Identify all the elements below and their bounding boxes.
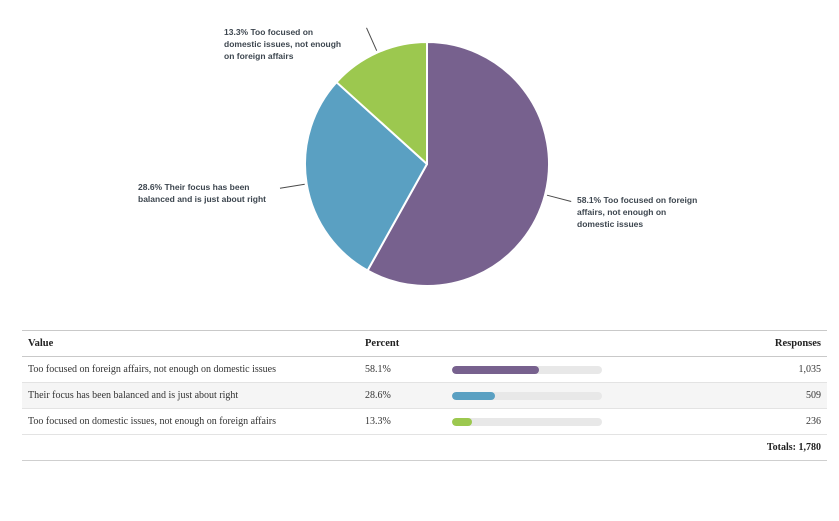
table-row-0: Too focused on foreign affairs, not enou… [22,356,827,383]
cell-percent: 28.6% [359,382,446,409]
pie-callout-label-domestic-issues: 13.3% Too focused on domestic issues, no… [224,27,342,61]
percent-bar-fill [452,365,540,374]
cell-responses: 1,035 [608,356,827,383]
percent-bar-fill [452,417,472,426]
pie-leader-line-1 [279,183,305,189]
pie-callout-label-foreign-affairs: 58.1% Too focused on foreign affairs, no… [577,195,698,229]
cell-responses: 236 [608,408,827,435]
percent-bar-track [452,365,602,374]
column-header-responses: Responses [608,330,827,357]
table-row-1: Their focus has been balanced and is jus… [22,382,827,409]
cell-value: Too focused on foreign affairs, not enou… [22,356,359,383]
column-header-value: Value [22,330,359,357]
results-table: Value Percent Responses Too focused on f… [22,330,827,461]
table-row-2: Too focused on domestic issues, not enou… [22,408,827,435]
pie-chart-area: 58.1% Too focused on foreign affairs, no… [138,27,698,287]
pie-callout-label-balanced: 28.6% Their focus has been balanced and … [138,182,266,204]
cell-percent-bar [446,408,608,435]
column-header-bar-spacer [446,330,608,357]
column-header-percent: Percent [359,330,446,357]
pie-chart-svg [279,27,572,287]
pie-slice-1 [304,81,428,272]
table-header-row: Value Percent Responses [22,330,827,357]
cell-percent-bar [446,382,608,409]
totals-label: Totals: 1,780 [22,434,827,461]
totals-row: Totals: 1,780 [22,434,827,461]
pie-slice-2 [335,41,428,165]
percent-bar-fill [452,391,495,400]
pie-slice-0 [366,41,550,287]
pie-leader-line-0 [546,194,572,202]
cell-percent: 13.3% [359,408,446,435]
cell-value: Their focus has been balanced and is jus… [22,382,359,409]
cell-percent-bar [446,356,608,383]
percent-bar-track [452,391,602,400]
cell-percent: 58.1% [359,356,446,383]
cell-responses: 509 [608,382,827,409]
cell-value: Too focused on domestic issues, not enou… [22,408,359,435]
percent-bar-track [452,417,602,426]
pie-leader-line-2 [366,27,378,51]
